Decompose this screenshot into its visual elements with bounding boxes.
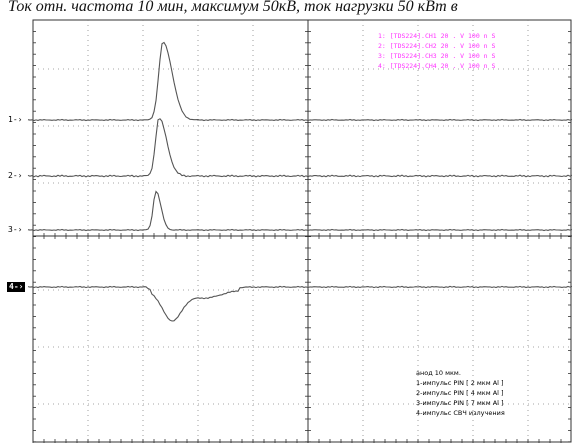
legend-ch4: 4: [TDS224].CH4 20 . V 100 n S <box>378 62 496 70</box>
note-pulse-1: 1-импульс PIN [ 2 мкм Al ] <box>416 379 504 387</box>
note-pulse-2: 2-импульс PIN [ 4 мкм Al ] <box>416 389 504 397</box>
channel-3-marker[interactable]: 3-› <box>8 225 23 234</box>
channel-4-marker[interactable]: 4-› <box>7 282 26 292</box>
graticule-frame <box>32 19 572 443</box>
trace-ch3 <box>27 190 572 232</box>
note-pulse-4: 4-импульс CВЧ излучения <box>416 409 505 417</box>
note-anode: анод 10 мкм. <box>416 369 461 377</box>
waveform-traces <box>27 41 572 322</box>
note-pulse-3: 3-импульс PIN [ 7 мкм Al ] <box>416 399 504 407</box>
measurement-notes: анод 10 мкм. 1-импульс PIN [ 2 мкм Al ] … <box>416 369 566 419</box>
trace-ch1 <box>27 41 572 122</box>
channel-legend: 1: [TDS224].CH1 20 . V 100 n S 2: [TDS22… <box>378 31 495 71</box>
legend-ch2: 2: [TDS224].CH2 20 . V 100 n S <box>378 42 496 50</box>
graticule <box>32 19 572 443</box>
channel-2-marker[interactable]: 2-› <box>8 171 23 180</box>
legend-ch1: 1: [TDS224].CH1 20 . V 100 n S <box>378 32 496 40</box>
page-caption: Ток отн. частота 10 мин, максимум 50кВ, … <box>8 0 458 15</box>
legend-ch3: 3: [TDS224].CH3 20 . V 100 n S <box>378 52 496 60</box>
trace-ch2 <box>27 118 572 178</box>
channel-1-marker[interactable]: 1-› <box>8 115 23 124</box>
trace-ch4 <box>27 285 572 322</box>
